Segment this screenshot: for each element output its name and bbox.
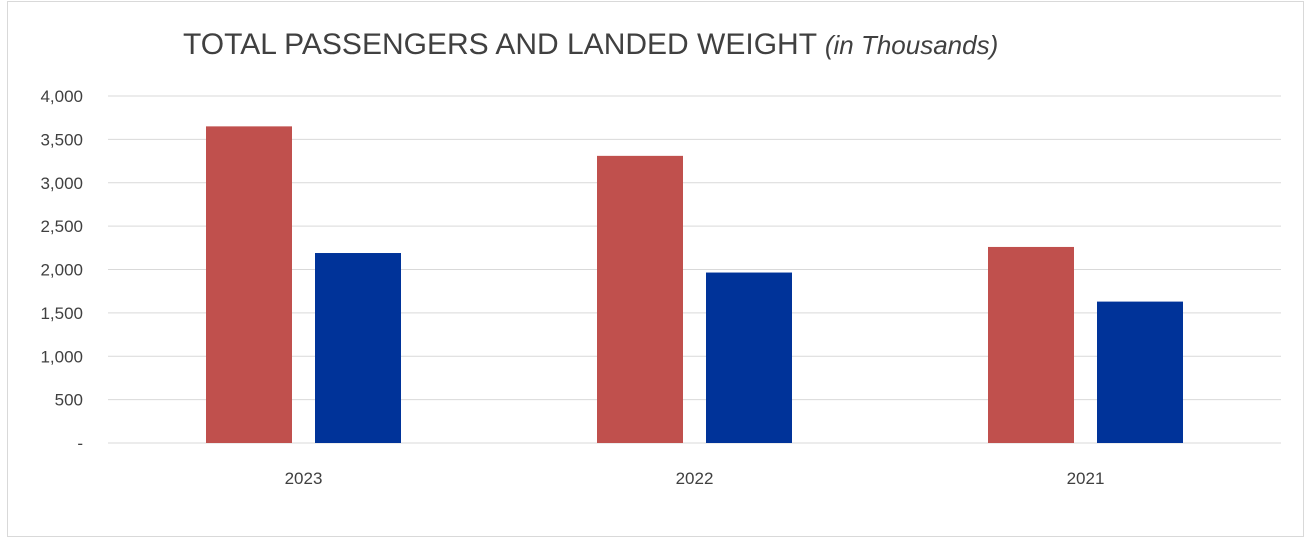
chart-subtitle: (in Thousands) — [824, 30, 999, 60]
y-tick-label: 3,000 — [40, 174, 83, 193]
y-tick-label: 2,000 — [40, 261, 83, 280]
x-tick-label: 2023 — [285, 469, 323, 488]
y-tick-label: - — [77, 434, 83, 453]
bar-2023-series-2 — [315, 253, 401, 443]
y-tick-label: 1,000 — [40, 347, 83, 366]
bar-2022-series-1 — [597, 155, 683, 444]
chart-title-text: TOTAL PASSENGERS AND LANDED WEIGHT — [183, 28, 817, 61]
y-tick-label: 2,500 — [40, 217, 83, 236]
x-tick-label: 2022 — [676, 469, 714, 488]
y-tick-label: 3,500 — [40, 130, 83, 149]
bars — [206, 126, 1183, 444]
bar-2022-series-2 — [706, 272, 792, 443]
gridlines — [108, 95, 1281, 444]
y-tick-label: 1,500 — [40, 304, 83, 323]
y-tick-label: 4,000 — [40, 87, 83, 106]
bar-2023-series-1 — [206, 126, 292, 444]
x-axis-ticks: 2023 2022 2021 — [285, 469, 1105, 488]
chart-title: TOTAL PASSENGERS AND LANDED WEIGHT (in T… — [183, 28, 998, 62]
y-tick-label: 500 — [55, 391, 83, 410]
y-axis-ticks: - 500 1,000 1,500 2,000 2,500 3,000 3,500 4,000 — [40, 87, 83, 453]
bar-2021-series-2 — [1097, 301, 1183, 443]
x-tick-label: 2021 — [1067, 469, 1105, 488]
bar-2021-series-1 — [988, 246, 1074, 443]
